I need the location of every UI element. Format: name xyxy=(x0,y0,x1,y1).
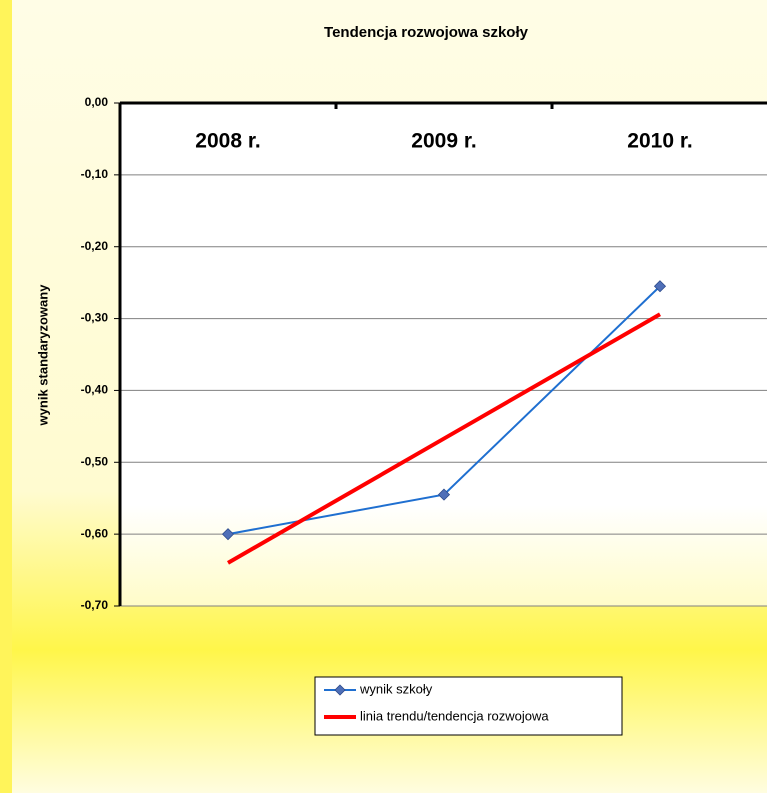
y-tick-label: -0,40 xyxy=(81,383,109,397)
chart-title: Tendencja rozwojowa szkoły xyxy=(324,24,529,41)
y-tick-label: -0,50 xyxy=(81,454,109,468)
legend-marker xyxy=(334,684,346,696)
plot-area xyxy=(120,103,767,606)
y-tick-label: -0,30 xyxy=(81,311,109,325)
y-axis-label: wynik standaryzowany xyxy=(35,284,50,427)
y-tick-label: -0,60 xyxy=(81,526,109,540)
legend xyxy=(314,676,623,736)
marker xyxy=(653,280,667,293)
y-tick-label: -0,20 xyxy=(81,239,109,253)
x-tick-label: 2010 r. xyxy=(627,130,692,153)
marker xyxy=(437,488,451,501)
left-stripe xyxy=(0,0,12,793)
y-tick-label: -0,70 xyxy=(81,598,109,612)
y-tick-label: -0,10 xyxy=(81,167,109,181)
x-tick-label: 2009 r. xyxy=(411,130,476,153)
marker xyxy=(221,528,235,541)
series-line xyxy=(227,312,661,565)
x-tick-label: 2008 r. xyxy=(195,130,260,153)
legend-label: linia trendu/tendencja rozwojowa xyxy=(360,708,549,723)
legend-label: wynik szkoły xyxy=(359,681,433,696)
y-tick-label: 0,00 xyxy=(85,95,109,109)
